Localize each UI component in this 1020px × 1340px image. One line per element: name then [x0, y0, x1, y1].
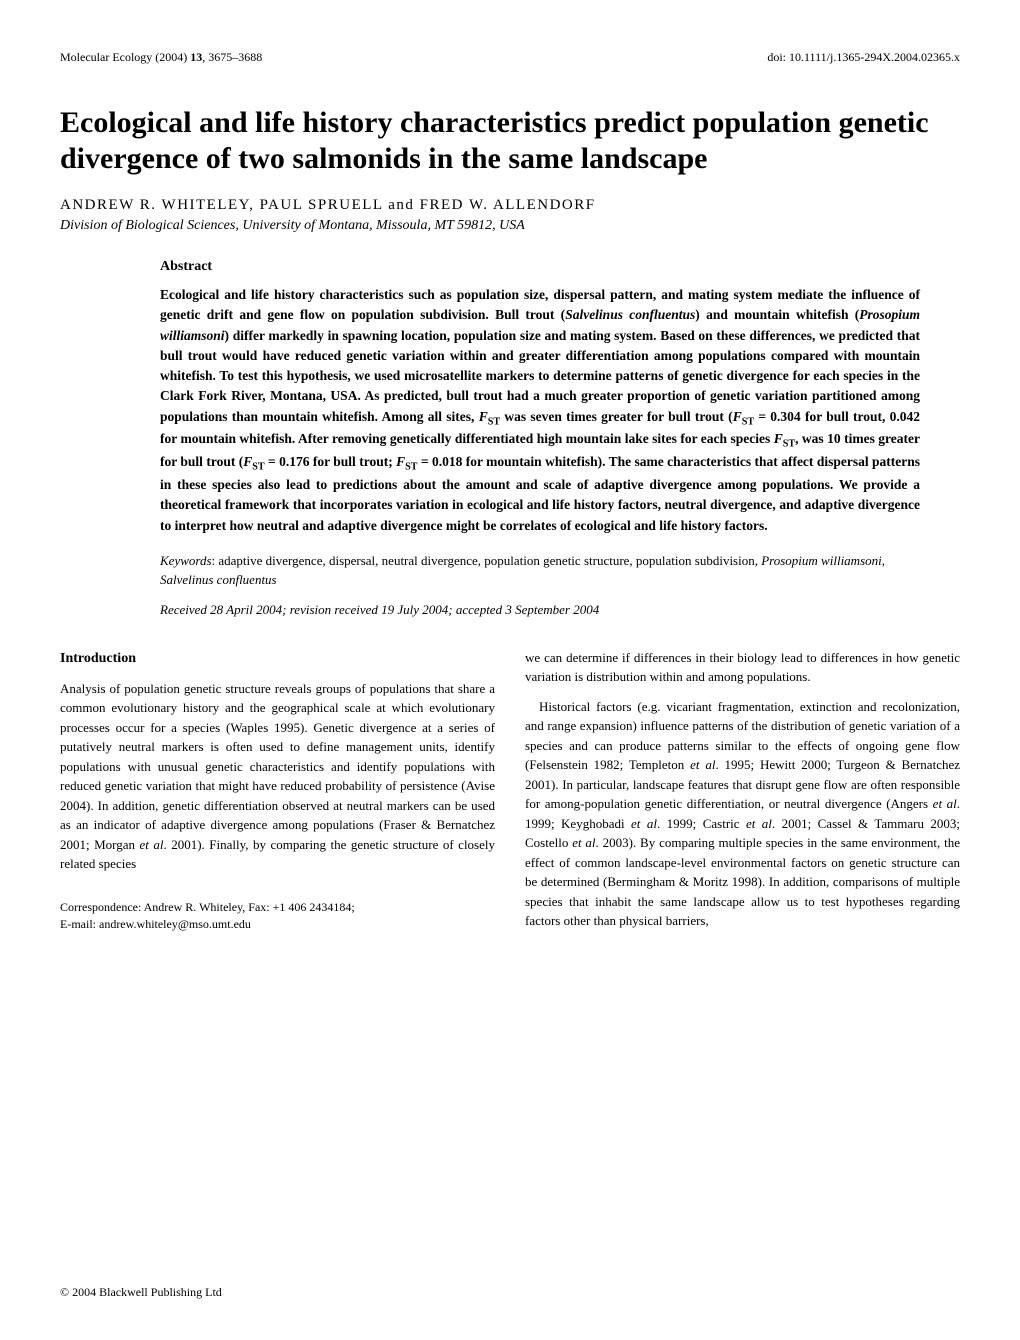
- intro-para-1: Analysis of population genetic structure…: [60, 679, 495, 874]
- keywords-text: : adaptive divergence, dispersal, neutra…: [160, 553, 885, 588]
- copyright-footer: © 2004 Blackwell Publishing Ltd: [60, 1285, 222, 1300]
- doi: doi: 10.1111/j.1365-294X.2004.02365.x: [767, 50, 960, 65]
- abstract-section: Abstract Ecological and life history cha…: [160, 259, 920, 618]
- pages: , 3675–3688: [202, 50, 262, 64]
- journal-info: Molecular Ecology (2004) 13, 3675–3688: [60, 50, 262, 65]
- correspondence-line2: E-mail: andrew.whiteley@mso.umt.edu: [60, 916, 495, 933]
- intro-para-2: we can determine if differences in their…: [525, 648, 960, 687]
- abstract-heading: Abstract: [160, 259, 920, 275]
- article-title: Ecological and life history characterist…: [60, 105, 960, 177]
- journal-name: Molecular Ecology (2004): [60, 50, 190, 64]
- volume: 13: [190, 50, 202, 64]
- left-column: Introduction Analysis of population gene…: [60, 648, 495, 933]
- body-columns: Introduction Analysis of population gene…: [60, 648, 960, 933]
- correspondence: Correspondence: Andrew R. Whiteley, Fax:…: [60, 899, 495, 933]
- received-dates: Received 28 April 2004; revision receive…: [160, 602, 920, 618]
- correspondence-line1: Correspondence: Andrew R. Whiteley, Fax:…: [60, 899, 495, 916]
- introduction-heading: Introduction: [60, 648, 495, 669]
- keywords-label: Keywords: [160, 553, 212, 568]
- page-header: Molecular Ecology (2004) 13, 3675–3688 d…: [60, 50, 960, 65]
- affiliation: Division of Biological Sciences, Univers…: [60, 218, 960, 234]
- authors: ANDREW R. WHITELEY, PAUL SPRUELL and FRE…: [60, 197, 960, 214]
- right-column: we can determine if differences in their…: [525, 648, 960, 933]
- intro-para-3: Historical factors (e.g. vicariant fragm…: [525, 697, 960, 931]
- keywords: Keywords: adaptive divergence, dispersal…: [160, 551, 920, 590]
- abstract-body: Ecological and life history characterist…: [160, 285, 920, 536]
